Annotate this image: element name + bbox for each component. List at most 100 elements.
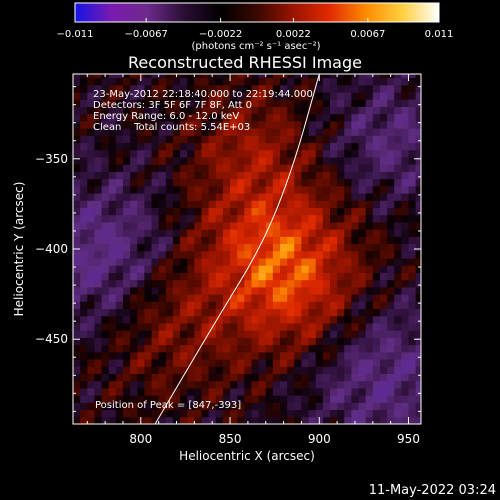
heatmap-cell	[230, 113, 238, 122]
heatmap-cell	[308, 258, 317, 266]
heatmap-cell	[258, 359, 267, 367]
heatmap-cell	[208, 236, 217, 245]
heatmap-cell	[372, 250, 381, 259]
heatmap-cell	[137, 178, 145, 187]
heatmap-cell	[280, 221, 288, 230]
heatmap-cell	[73, 200, 81, 209]
heatmap-cell	[172, 272, 181, 281]
heatmap-cell	[130, 395, 138, 403]
heatmap-cell	[201, 387, 210, 396]
heatmap-cell	[80, 178, 88, 187]
heatmap-cell	[401, 308, 410, 317]
heatmap-cell	[73, 135, 81, 144]
heatmap-cell	[358, 337, 367, 346]
heatmap-cell	[265, 185, 274, 194]
heatmap-cell	[151, 128, 160, 136]
heatmap-cell	[287, 236, 295, 245]
heatmap-cell	[244, 178, 252, 187]
heatmap-cell	[365, 193, 374, 201]
heatmap-cell	[280, 330, 288, 338]
heatmap-cell	[87, 84, 95, 93]
heatmap-cell	[394, 258, 402, 266]
heatmap-cell	[258, 373, 267, 382]
heatmap-cell	[329, 74, 338, 79]
heatmap-cell	[165, 120, 174, 129]
heatmap-cell	[108, 330, 117, 338]
heatmap-cell	[351, 373, 360, 382]
heatmap-cell	[73, 185, 81, 194]
heatmap-cell	[358, 387, 367, 396]
heatmap-cell	[387, 373, 395, 382]
heatmap-cell	[329, 344, 338, 353]
heatmap-cell	[187, 207, 195, 216]
heatmap-cell	[287, 279, 295, 288]
heatmap-cell	[401, 351, 410, 360]
heatmap-cell	[415, 99, 421, 107]
heatmap-cell	[137, 315, 145, 324]
heatmap-cell	[187, 373, 195, 382]
heatmap-cell	[401, 337, 410, 346]
heatmap-cell	[180, 77, 188, 86]
heatmap-cell	[115, 279, 124, 288]
heatmap-cell	[237, 200, 245, 209]
heatmap-cell	[158, 178, 167, 187]
heatmap-cell	[73, 128, 81, 136]
heatmap-cell	[222, 272, 231, 281]
heatmap-cell	[80, 402, 88, 411]
heatmap-cell	[144, 308, 153, 317]
heatmap-cell	[265, 171, 274, 180]
heatmap-cell	[372, 236, 381, 245]
heatmap-cell	[301, 301, 310, 310]
heatmap-cell	[265, 330, 274, 338]
heatmap-cell	[94, 294, 103, 302]
heatmap-cell	[401, 74, 410, 79]
heatmap-cell	[94, 395, 103, 403]
heatmap-cell	[322, 221, 331, 230]
heatmap-cell	[322, 164, 331, 172]
heatmap-cell	[215, 74, 224, 79]
heatmap-cell	[115, 135, 124, 144]
heatmap-cell	[158, 120, 167, 129]
heatmap-cell	[351, 120, 360, 129]
heatmap-cell	[358, 380, 367, 389]
heatmap-cell	[294, 74, 302, 79]
heatmap-cell	[265, 344, 274, 353]
heatmap-cell	[144, 84, 153, 93]
heatmap-cell	[408, 135, 417, 144]
heatmap-cell	[87, 301, 95, 310]
heatmap-cell	[258, 128, 267, 136]
heatmap-cell	[201, 308, 210, 317]
heatmap-cell	[251, 409, 260, 418]
heatmap-cell	[251, 120, 260, 129]
heatmap-cell	[151, 301, 160, 310]
heatmap-cell	[158, 344, 167, 353]
heatmap-cell	[394, 301, 402, 310]
heatmap-cell	[230, 99, 238, 107]
heatmap-cell	[337, 286, 345, 295]
heatmap-cell	[394, 265, 402, 273]
heatmap-cell	[337, 185, 345, 194]
heatmap-cell	[80, 92, 88, 100]
heatmap-cell	[101, 164, 110, 172]
heatmap-cell	[344, 207, 352, 216]
heatmap-cell	[122, 243, 131, 252]
heatmap-cell	[194, 395, 202, 403]
heatmap-cell	[329, 359, 338, 367]
heatmap-cell	[73, 265, 81, 273]
heatmap-cell	[408, 142, 417, 151]
heatmap-cell	[180, 286, 188, 295]
heatmap-cell	[280, 77, 288, 86]
heatmap-cell	[365, 322, 374, 331]
heatmap-cell	[394, 171, 402, 180]
heatmap-cell	[308, 164, 317, 172]
heatmap-cell	[387, 279, 395, 288]
heatmap-cell	[222, 120, 231, 129]
heatmap-cell	[187, 236, 195, 245]
heatmap-cell	[308, 344, 317, 353]
heatmap-cell	[272, 92, 281, 100]
heatmap-cell	[394, 164, 402, 172]
heatmap-cell	[265, 106, 274, 115]
heatmap-cell	[265, 214, 274, 223]
heatmap-cell	[401, 409, 410, 418]
heatmap-cell	[108, 373, 117, 382]
